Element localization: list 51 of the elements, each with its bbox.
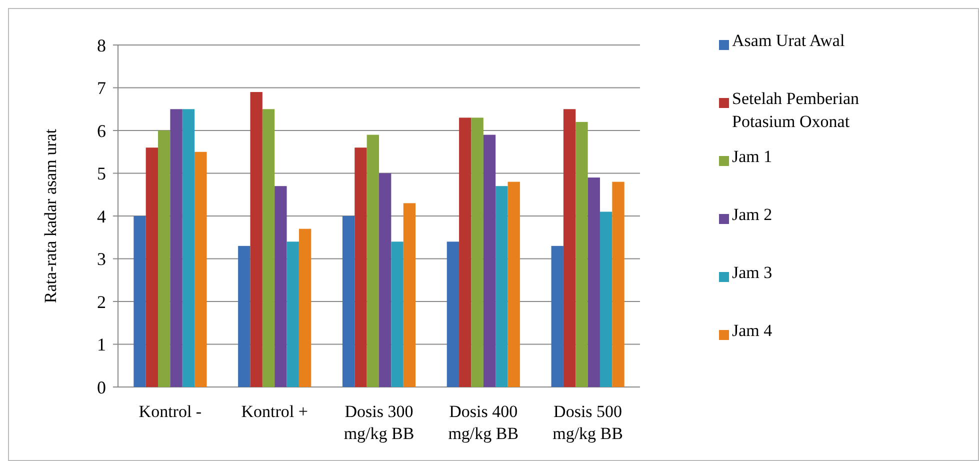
x-tick-label: Dosis 500 mg/kg BB — [552, 402, 623, 443]
bar — [496, 186, 508, 387]
bar — [391, 242, 404, 387]
bar — [379, 173, 392, 387]
y-tick-label: 5 — [97, 164, 106, 184]
bar — [600, 212, 612, 387]
bar — [182, 109, 195, 387]
x-tick-label: Kontrol - — [138, 402, 202, 421]
bar — [170, 109, 182, 387]
bar — [262, 109, 275, 387]
bar — [471, 118, 484, 387]
y-tick-label: 3 — [97, 249, 106, 270]
legend-label: Setelah Pemberian Potasium Oxonat — [732, 89, 860, 131]
y-tick-label: 8 — [97, 35, 106, 56]
bar — [483, 134, 496, 387]
bar — [446, 242, 460, 387]
bar — [146, 148, 158, 387]
bar — [134, 216, 146, 387]
bar — [563, 109, 576, 387]
bar — [342, 216, 355, 387]
bar — [551, 246, 564, 387]
y-axis-title: Rata-rata kadar asam urat — [41, 128, 60, 304]
bar — [298, 228, 312, 387]
bar — [158, 130, 170, 387]
bar — [588, 178, 600, 387]
y-tick-label: 1 — [97, 334, 106, 355]
legend-label: Jam 3 — [732, 263, 772, 282]
bar — [274, 186, 287, 387]
bar — [366, 134, 379, 387]
bar — [354, 148, 367, 387]
bar — [250, 92, 262, 387]
x-tick-label: Dosis 400 mg/kg BB — [448, 402, 519, 443]
y-tick-label: 7 — [97, 78, 106, 98]
bar — [403, 203, 416, 387]
bar — [238, 246, 250, 387]
y-tick-label: 2 — [97, 292, 106, 312]
bar — [612, 182, 624, 387]
bar — [576, 122, 588, 387]
bar — [286, 242, 299, 387]
x-tick-label: Kontrol + — [241, 402, 308, 421]
legend-label: Jam 1 — [732, 147, 772, 166]
y-tick-label: 6 — [97, 120, 106, 141]
bar — [459, 118, 472, 387]
bar — [508, 182, 520, 387]
x-tick-label: Dosis 300 mg/kg BB — [344, 402, 414, 443]
legend-label: Asam Urat Awal — [732, 31, 845, 50]
legend-label: Jam 2 — [732, 205, 772, 224]
legend-label: Jam 4 — [732, 321, 773, 340]
bar — [194, 152, 207, 387]
y-tick-label: 0 — [97, 377, 106, 398]
y-tick-label: 4 — [97, 206, 106, 226]
